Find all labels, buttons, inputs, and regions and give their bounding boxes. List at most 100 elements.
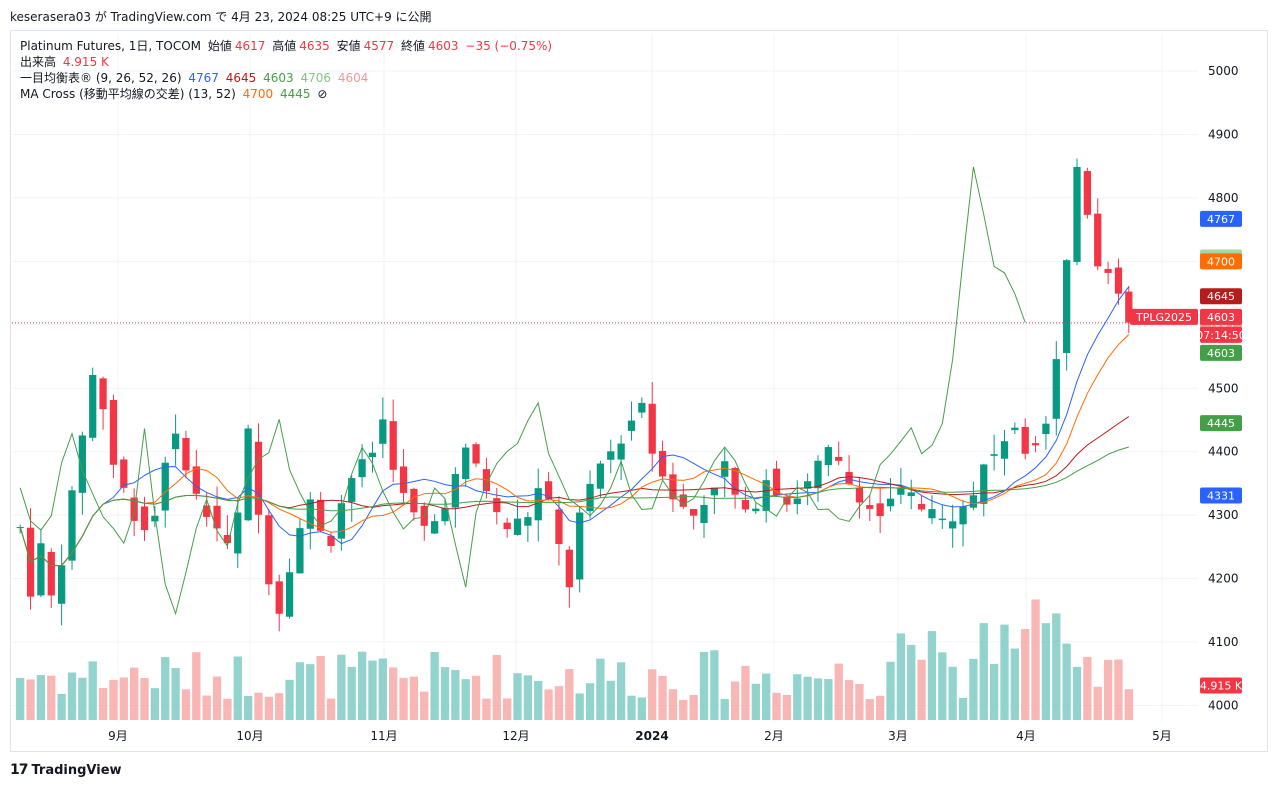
volume-bar bbox=[1103, 659, 1113, 720]
candle-body bbox=[534, 488, 542, 521]
candle-body bbox=[845, 471, 853, 485]
time-axis-label: 11月 bbox=[370, 729, 397, 743]
volume-bar bbox=[119, 677, 128, 720]
volume-bar bbox=[534, 680, 543, 720]
candle-body bbox=[47, 551, 55, 596]
volume-bar bbox=[772, 692, 781, 720]
candle-body bbox=[1073, 166, 1081, 262]
candle-body bbox=[866, 505, 874, 509]
legend-ma-row[interactable]: MA Cross (移動平均線の交差) (13, 52) 4700 4445 ⊘ bbox=[20, 86, 555, 102]
hidden-eye-icon[interactable]: ⊘ bbox=[317, 87, 328, 101]
candle-body bbox=[1104, 269, 1112, 273]
price-badge-text: 4.915 K bbox=[1200, 680, 1243, 693]
footer-brand[interactable]: 17 TradingView bbox=[10, 762, 122, 778]
price-badge-text: 4331 bbox=[1207, 489, 1235, 502]
candle-body bbox=[980, 464, 988, 504]
volume-bar bbox=[616, 662, 626, 720]
price-badge bbox=[1200, 288, 1242, 305]
candle-body bbox=[99, 378, 107, 410]
candle-body bbox=[348, 478, 356, 502]
volume-bar bbox=[606, 680, 615, 720]
candle-body bbox=[544, 481, 553, 499]
candle-body bbox=[1052, 359, 1060, 419]
legend-ichimoku-row[interactable]: 一目均衡表® (9, 26, 52, 26) 4767 4645 4603 47… bbox=[20, 70, 555, 86]
volume-bar bbox=[223, 698, 232, 720]
candle-body bbox=[907, 492, 915, 497]
volume-bar bbox=[565, 669, 574, 720]
volume-bar bbox=[233, 656, 242, 720]
volume-bar bbox=[896, 633, 906, 720]
candle-body bbox=[938, 518, 946, 521]
candle-body bbox=[586, 483, 594, 512]
price-badge-text: 07:14:50 bbox=[1196, 329, 1245, 342]
price-badge bbox=[1200, 344, 1242, 361]
candle-body bbox=[151, 515, 159, 522]
candle-body bbox=[1063, 260, 1071, 353]
price-tick-label: 4200 bbox=[1208, 572, 1239, 586]
volume-bar bbox=[316, 655, 325, 720]
volume-bar bbox=[855, 684, 864, 720]
candle-body bbox=[596, 463, 605, 489]
candle-body bbox=[669, 474, 677, 500]
volume-bar bbox=[575, 693, 584, 720]
candle-body bbox=[772, 468, 781, 495]
candle-body bbox=[990, 454, 998, 456]
candle-body bbox=[493, 498, 501, 513]
volume-bar bbox=[917, 659, 926, 720]
volume-bar bbox=[503, 698, 512, 720]
candle-body bbox=[285, 572, 294, 617]
candle-body bbox=[161, 462, 169, 511]
volume-bar bbox=[1124, 689, 1133, 720]
candle-body bbox=[897, 487, 905, 495]
price-badge bbox=[1200, 210, 1242, 227]
volume-bar bbox=[834, 663, 843, 720]
volume-bar bbox=[16, 677, 25, 720]
time-axis-label: 3月 bbox=[888, 729, 908, 743]
candle-body bbox=[1021, 427, 1029, 454]
candle-body bbox=[203, 505, 211, 517]
candle-body bbox=[368, 452, 377, 458]
candle-body bbox=[327, 535, 335, 547]
chart-frame[interactable] bbox=[10, 30, 1268, 752]
volume-bar bbox=[989, 663, 999, 720]
close-value: 4603 bbox=[428, 39, 459, 53]
volume-bar bbox=[585, 683, 595, 720]
volume-bar bbox=[958, 697, 968, 720]
volume-bar bbox=[523, 675, 533, 720]
volume-bar bbox=[1052, 613, 1061, 720]
candle-body bbox=[244, 428, 252, 521]
volume-bar bbox=[337, 654, 346, 720]
volume-bar bbox=[1072, 666, 1082, 720]
volume-bar bbox=[347, 666, 356, 720]
low-label: 安値 bbox=[336, 39, 361, 53]
volume-bar bbox=[171, 667, 180, 720]
chikou-line bbox=[19, 166, 1026, 616]
candle-body bbox=[213, 505, 221, 529]
volume-bar bbox=[596, 658, 605, 720]
volume-bar bbox=[637, 697, 646, 720]
legend-volume-row[interactable]: 出来高 4.915 K bbox=[20, 54, 555, 70]
symbol-name[interactable]: Platinum Futures, 1日, TOCOM bbox=[20, 39, 201, 53]
volume-bar bbox=[1010, 648, 1019, 720]
candle-body bbox=[762, 480, 770, 511]
volume-bar bbox=[67, 672, 77, 720]
volume-bar bbox=[275, 693, 284, 720]
volume-bar bbox=[26, 679, 35, 720]
candle-body bbox=[886, 498, 895, 507]
change-value: −35 (−0.75%) bbox=[465, 39, 553, 53]
candle-body bbox=[399, 466, 408, 493]
legend-symbol-row[interactable]: Platinum Futures, 1日, TOCOM 始値 4617 高値 463… bbox=[20, 38, 555, 54]
volume-bar bbox=[192, 652, 201, 720]
candle-body bbox=[731, 468, 739, 495]
time-axis-label: 4月 bbox=[1016, 729, 1036, 743]
volume-bar bbox=[668, 689, 678, 720]
volume-bar bbox=[326, 698, 336, 720]
volume-bar bbox=[264, 696, 273, 720]
price-badge-text: 4645 bbox=[1207, 290, 1235, 303]
candle-body bbox=[752, 508, 760, 512]
candle-body bbox=[410, 488, 418, 513]
volume-bar bbox=[554, 686, 564, 720]
open-value: 4617 bbox=[234, 39, 266, 53]
volume-bar bbox=[306, 664, 315, 720]
